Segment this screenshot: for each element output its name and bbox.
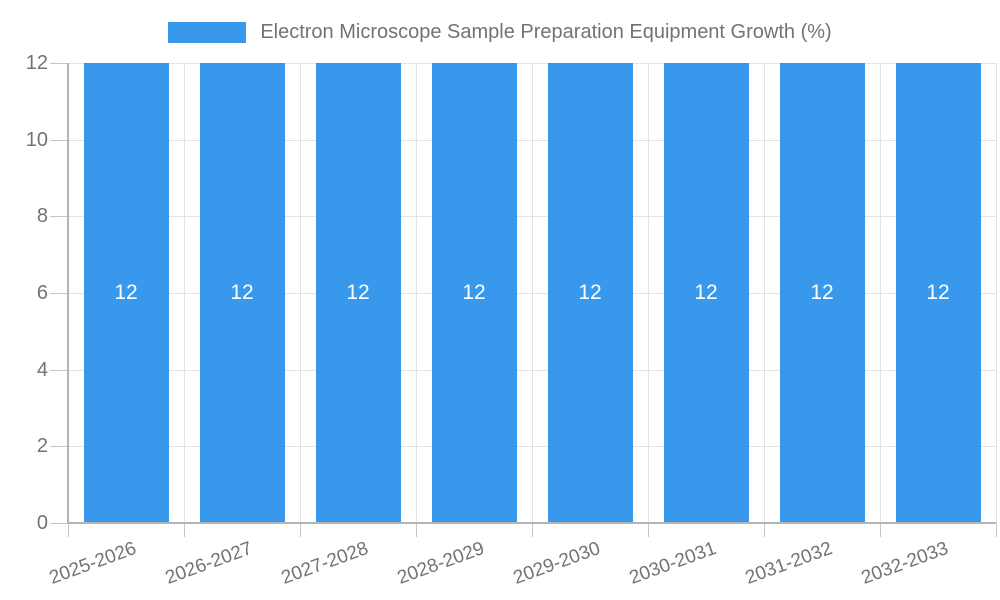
y-axis-tick-label: 12 [25, 52, 48, 74]
y-axis-tick [50, 523, 68, 524]
x-axis-tick [996, 523, 997, 537]
bar[interactable]: 12 [663, 63, 749, 523]
gridline-vertical [764, 63, 765, 523]
bar-value-label: 12 [462, 281, 486, 304]
y-axis-tick-label: 6 [36, 282, 48, 304]
x-axis-tick [184, 523, 185, 537]
bar[interactable]: 12 [315, 63, 401, 523]
bar-value-label: 12 [346, 281, 370, 304]
bar-value-label: 12 [694, 281, 718, 304]
y-axis-tick [50, 293, 68, 294]
bar[interactable]: 12 [431, 63, 517, 523]
x-axis-tick [68, 523, 69, 537]
bar[interactable]: 12 [895, 63, 981, 523]
y-axis-line [67, 63, 69, 523]
y-axis-tick [50, 216, 68, 218]
bar[interactable]: 12 [779, 63, 865, 523]
y-axis-tick [50, 369, 68, 371]
x-axis-tick [880, 523, 881, 537]
y-axis-tick-label: 2 [36, 435, 48, 458]
legend-label: Electron Microscope Sample Preparation E… [260, 20, 832, 43]
legend-item[interactable]: Electron Microscope Sample Preparation E… [0, 20, 1000, 44]
x-axis-line [67, 522, 996, 524]
x-axis-tick [300, 523, 301, 537]
gridline-vertical [532, 63, 533, 523]
x-axis-tick [532, 523, 533, 537]
legend-swatch [168, 21, 247, 43]
y-axis-tick-label: 4 [36, 358, 48, 381]
bar[interactable]: 12 [83, 63, 169, 523]
bar-value-label: 12 [114, 281, 138, 304]
x-axis-tick [764, 523, 765, 537]
gridline-vertical [300, 63, 301, 523]
gridline-vertical [184, 63, 185, 523]
bar-value-label: 12 [578, 281, 602, 304]
gridline-vertical [996, 63, 997, 523]
bar-value-label: 12 [810, 281, 834, 304]
y-axis-tick-label: 10 [25, 128, 48, 151]
x-axis-tick [648, 523, 649, 537]
y-axis-tick [50, 446, 68, 448]
y-axis-tick-label: 8 [36, 205, 48, 228]
gridline-vertical [416, 63, 417, 523]
y-axis-tick [50, 139, 68, 141]
bar[interactable]: 12 [199, 63, 285, 523]
gridline-vertical [648, 63, 649, 523]
bar-value-label: 12 [230, 281, 254, 304]
bar[interactable]: 12 [547, 63, 633, 523]
gridline-vertical [880, 63, 881, 523]
x-axis-tick [416, 523, 417, 537]
y-axis-tick-label: 0 [36, 512, 48, 534]
y-axis-tick [50, 63, 68, 64]
bar-value-label: 12 [926, 281, 950, 304]
